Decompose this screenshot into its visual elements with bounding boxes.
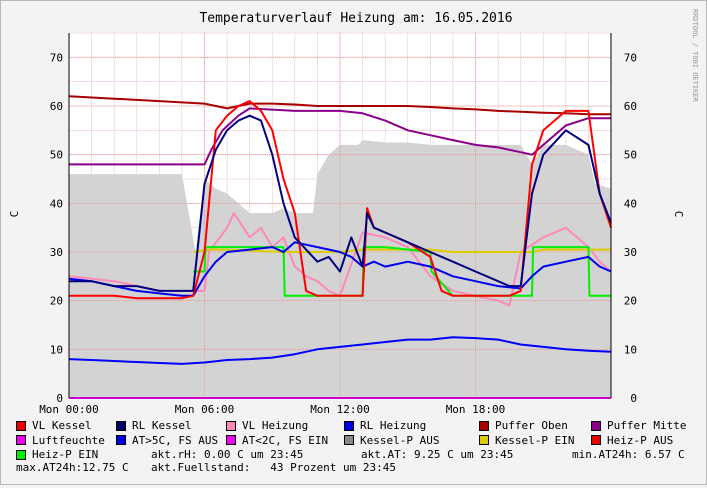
- y-tick-label-left: 20: [50, 295, 63, 308]
- y-tick-label-left: 70: [50, 51, 63, 64]
- legend-label: RL Kessel: [132, 419, 192, 432]
- x-tick-label: Mon 06:00: [175, 403, 235, 416]
- legend-swatch: [479, 420, 489, 431]
- legend-item: Heiz-P EIN: [16, 448, 98, 461]
- legend-swatch: [344, 435, 354, 445]
- legend-swatch: [479, 435, 489, 445]
- series-line-at-5c-fs-aus: [68, 336, 612, 365]
- status-fuellstand: akt.Fuellstand: 43 Prozent um 23:45: [151, 461, 397, 474]
- series-line-kessel-p-ein: [193, 248, 611, 253]
- series-line-rl-kessel: [69, 114, 612, 292]
- legend-swatch: [226, 420, 236, 431]
- legend-swatch: [591, 435, 601, 445]
- legend-label: Heiz-P AUS: [607, 433, 674, 447]
- status-max-at: max.AT24h:12.75 C: [16, 461, 129, 474]
- y-tick-label-left: 50: [50, 149, 63, 162]
- y-tick-label-right: 0: [630, 392, 637, 405]
- legend-label: VL Kessel: [32, 419, 92, 432]
- legend-swatch: [116, 435, 126, 445]
- watermark: RRDTOOL / TOBI OETIKER: [691, 9, 699, 103]
- y-tick-label-right: 30: [624, 246, 637, 259]
- series-line-puffer-oben: [68, 95, 611, 116]
- status-rh: akt.rH: 0.00 C um 23:45: [151, 448, 304, 461]
- legend-label: Puffer Mitte: [607, 419, 687, 432]
- chart-title: Temperaturverlauf Heizung am: 16.05.2016: [199, 11, 512, 26]
- legend-swatch: [591, 420, 601, 431]
- legend-swatch: [226, 435, 236, 445]
- legend-label: Heiz-P EIN: [32, 448, 99, 461]
- legend-item: Puffer Mitte: [591, 419, 686, 432]
- x-tick-label: Mon 00:00: [39, 403, 99, 416]
- legend-item: Heiz-P AUS: [591, 434, 673, 447]
- x-tick-label: Mon 18:00: [446, 403, 506, 416]
- legend-item: AT>5C, FS AUS: [116, 434, 218, 447]
- series-line-vl-kessel: [69, 100, 612, 300]
- legend-swatch: [16, 449, 26, 460]
- y-tick-label-left: 60: [50, 100, 63, 113]
- legend-swatch: [116, 420, 126, 431]
- legend-label: AT<2C, FS EIN: [242, 433, 329, 447]
- legend-label: Kessel-P AUS: [360, 433, 440, 447]
- legend-item: AT<2C, FS EIN: [226, 434, 328, 447]
- y-tick-label-left: 30: [50, 246, 63, 259]
- status-min-at: min.AT24h: 6.57 C: [572, 448, 685, 461]
- legend-swatch: [16, 435, 26, 445]
- y-tick-label-right: 60: [624, 100, 637, 113]
- legend-item: Puffer Oben: [479, 419, 568, 432]
- y-tick-label-left: 0: [56, 392, 63, 405]
- legend-label: Luftfeuchte: [32, 433, 105, 447]
- y-axis-label-right: C: [672, 211, 685, 218]
- y-tick-label-right: 70: [624, 51, 637, 64]
- legend-item: RL Kessel: [116, 419, 192, 432]
- y-tick-label-right: 50: [624, 149, 637, 162]
- y-tick-label-left: 10: [50, 343, 63, 356]
- legend-item: RL Heizung: [344, 419, 426, 432]
- plot-area: 0 0 10 10 20 20 30 30 40 40 50 50 60 60 70 70 Mon 00:00 M…: [39, 32, 637, 416]
- y-tick-label-left: 40: [50, 197, 63, 210]
- legend-label: VL Heizung: [242, 419, 309, 432]
- y-axis-label-left: C: [8, 211, 21, 218]
- legend-swatch: [344, 420, 354, 431]
- legend-label: RL Heizung: [360, 419, 427, 432]
- legend-label: Puffer Oben: [495, 419, 568, 432]
- legend-item: Kessel-P EIN: [479, 434, 574, 447]
- legend-label: AT>5C, FS AUS: [132, 433, 219, 447]
- y-tick-label-right: 20: [624, 295, 637, 308]
- legend-item: Kessel-P AUS: [344, 434, 439, 447]
- legend-item: VL Kessel: [16, 419, 92, 432]
- legend-label: Kessel-P EIN: [495, 433, 575, 447]
- x-tick-label: Mon 12:00: [310, 403, 370, 416]
- legend-item: VL Heizung: [226, 419, 308, 432]
- legend-item: Luftfeuchte: [16, 434, 105, 447]
- y-tick-label-right: 40: [624, 197, 637, 210]
- status-at: akt.AT: 9.25 C um 23:45: [361, 448, 514, 461]
- y-tick-label-right: 10: [624, 343, 637, 356]
- legend-swatch: [16, 420, 26, 431]
